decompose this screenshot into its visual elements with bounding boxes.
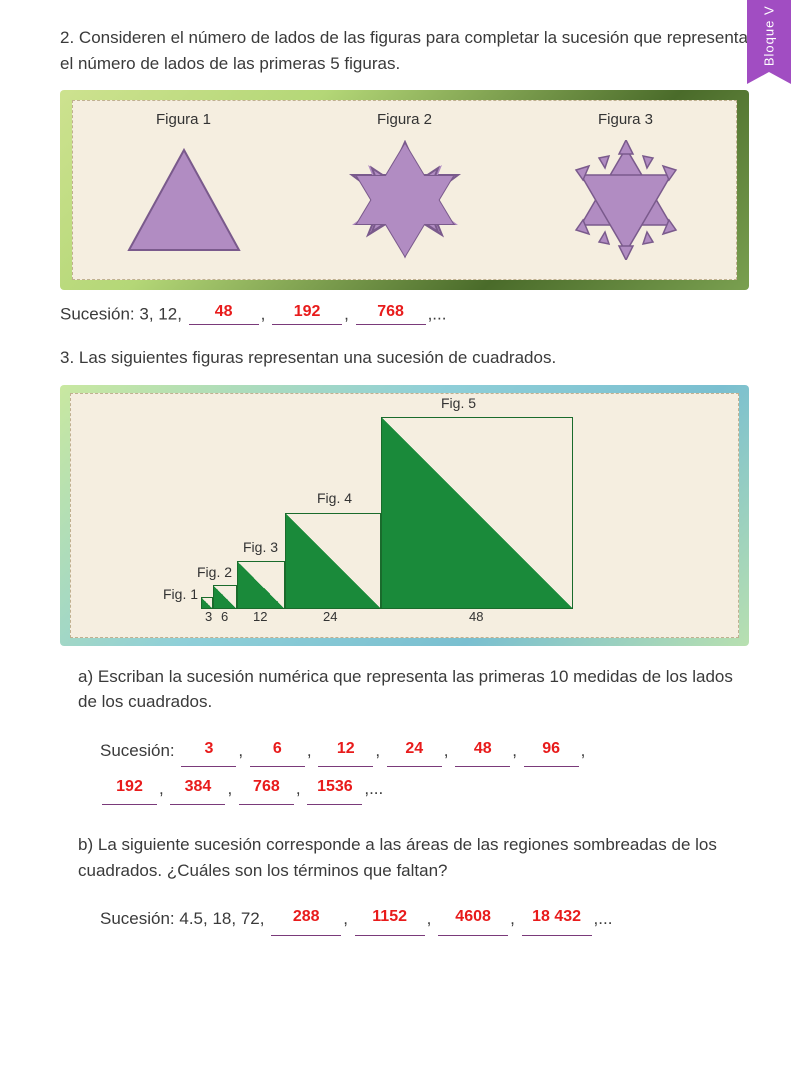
- ribbon-label: Bloque V: [759, 6, 779, 67]
- q3a-ans-1[interactable]: 3: [181, 731, 236, 767]
- q3-figlabel-2: Fig. 2: [197, 562, 232, 583]
- q2-fig1-shape: [73, 140, 294, 260]
- q3-figlabel-4: Fig. 4: [317, 488, 352, 509]
- q3-text: Las siguientes figuras representan una s…: [79, 348, 556, 367]
- q2-answer-3[interactable]: 768: [356, 300, 426, 325]
- q3-axis-1: 3: [205, 607, 212, 627]
- q2-figure-panel: Figura 1 Figura 2: [60, 90, 749, 290]
- q3-axis-4: 24: [323, 607, 337, 627]
- q2-succession: Sucesión: 3, 12, 48, 192, 768,...: [60, 300, 749, 327]
- q2-figure-canvas: Figura 1 Figura 2: [72, 100, 737, 280]
- q3b-ans-4[interactable]: 18 432: [522, 899, 592, 935]
- q3a-ans-6[interactable]: 96: [524, 731, 579, 767]
- page-content: 2. Consideren el número de lados de las …: [0, 0, 809, 938]
- q3a-ans-9[interactable]: 768: [239, 769, 294, 805]
- q3a-ans-8[interactable]: 384: [170, 769, 225, 805]
- q3-figure-panel: Fig. 1 Fig. 2 Fig. 3 Fig. 4 Fig. 5 3 6 1…: [60, 385, 749, 646]
- q3-square-4: [285, 513, 381, 609]
- q3a-succ-label: Sucesión:: [100, 740, 175, 759]
- star6-icon: [340, 140, 470, 260]
- q3-figlabel-3: Fig. 3: [243, 537, 278, 558]
- q2-answer-1[interactable]: 48: [189, 300, 259, 325]
- koch-snowflake-icon: [561, 140, 691, 260]
- q3b-prompt: b) La siguiente sucesión corresponde a l…: [78, 832, 749, 883]
- q3a-ans-10[interactable]: 1536: [307, 769, 362, 805]
- q2-fig1-col: Figura 1: [73, 109, 294, 260]
- q3b-label: b): [78, 835, 93, 854]
- q3-axis-3: 12: [253, 607, 267, 627]
- q2-fig3-shape: [515, 140, 736, 260]
- q3a-ans-4[interactable]: 24: [387, 731, 442, 767]
- q3-figlabel-1: Fig. 1: [163, 584, 198, 605]
- q2-fig3-label: Figura 3: [515, 109, 736, 132]
- q3a-answers: Sucesión: 3, 6, 12, 24, 48, 96, 192, 384…: [100, 731, 749, 807]
- q3-axis-2: 6: [221, 607, 228, 627]
- q3a-trail: ,...: [364, 778, 383, 797]
- q3a-text: Escriban la sucesión numérica que repres…: [78, 667, 733, 712]
- q3b-text: La siguiente sucesión corresponde a las …: [78, 835, 717, 880]
- q3-axis-5: 48: [469, 607, 483, 627]
- q3b-succ-prefix: Sucesión: 4.5, 18, 72,: [100, 909, 264, 928]
- q2-fig2-label: Figura 2: [294, 109, 515, 132]
- q2-fig1-label: Figura 1: [73, 109, 294, 132]
- q3-square-5: [381, 417, 573, 609]
- q2-text: Consideren el número de lados de las fig…: [60, 28, 748, 73]
- q3a-prompt: a) Escriban la sucesión numérica que rep…: [78, 664, 749, 715]
- q3-number: 3.: [60, 348, 74, 367]
- q3a-ans-5[interactable]: 48: [455, 731, 510, 767]
- q3b-ans-3[interactable]: 4608: [438, 899, 508, 935]
- q3a-ans-7[interactable]: 192: [102, 769, 157, 805]
- q2-answer-2[interactable]: 192: [272, 300, 342, 325]
- q3b-ans-2[interactable]: 1152: [355, 899, 425, 935]
- q3-square-3: [237, 561, 285, 609]
- q2-number: 2.: [60, 28, 74, 47]
- q3b-trail: ,...: [594, 909, 613, 928]
- q2-fig2-col: Figura 2: [294, 109, 515, 260]
- q3-square-2: [213, 585, 237, 609]
- q2-fig2-shape: [294, 140, 515, 260]
- q3a-label: a): [78, 667, 93, 686]
- q3b-answers: Sucesión: 4.5, 18, 72, 288, 1152, 4608, …: [100, 899, 749, 937]
- q3a-ans-3[interactable]: 12: [318, 731, 373, 767]
- q3a-ans-2[interactable]: 6: [250, 731, 305, 767]
- q2-trail: ,...: [428, 305, 447, 324]
- q3-figlabel-5: Fig. 5: [441, 393, 476, 414]
- q2-succ-prefix: Sucesión: 3, 12,: [60, 305, 182, 324]
- q2-prompt: 2. Consideren el número de lados de las …: [60, 25, 749, 76]
- q3b-ans-1[interactable]: 288: [271, 899, 341, 935]
- q3-prompt: 3. Las siguientes figuras representan un…: [60, 345, 749, 371]
- q3-figure-canvas: Fig. 1 Fig. 2 Fig. 3 Fig. 4 Fig. 5 3 6 1…: [70, 393, 739, 638]
- block-ribbon: Bloque V: [747, 0, 791, 72]
- q2-fig3-col: Figura 3: [515, 109, 736, 260]
- triangle-icon: [124, 145, 244, 255]
